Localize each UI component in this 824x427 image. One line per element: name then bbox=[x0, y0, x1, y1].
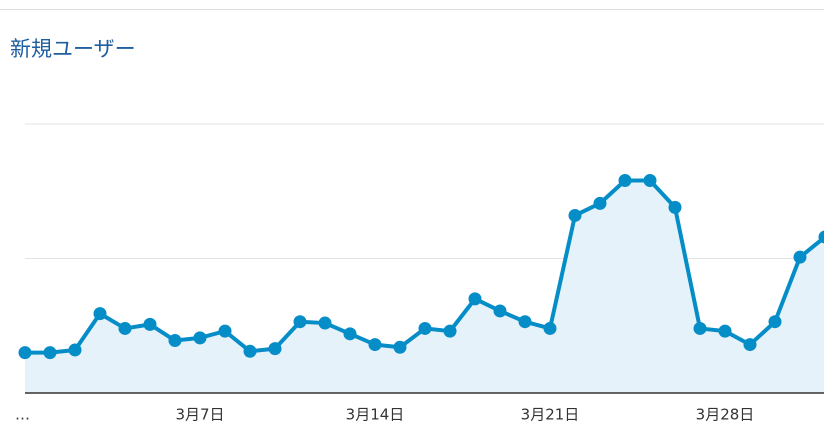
point bbox=[768, 315, 782, 329]
point bbox=[543, 321, 557, 335]
point bbox=[43, 346, 57, 360]
point bbox=[518, 315, 532, 329]
point bbox=[318, 316, 332, 330]
point bbox=[493, 304, 507, 318]
point bbox=[368, 338, 382, 352]
x-tick-label: 3月28日 bbox=[696, 406, 755, 424]
point bbox=[18, 346, 32, 360]
point bbox=[243, 344, 257, 358]
point bbox=[393, 340, 407, 354]
point bbox=[818, 230, 824, 244]
point bbox=[218, 324, 232, 338]
point bbox=[468, 292, 482, 306]
point bbox=[268, 342, 282, 356]
point bbox=[93, 307, 107, 321]
point bbox=[718, 324, 732, 338]
x-tick-label: 3月7日 bbox=[175, 406, 224, 424]
point bbox=[343, 327, 357, 341]
x-tick-label: 3月14日 bbox=[346, 406, 405, 424]
point bbox=[168, 334, 182, 348]
point bbox=[118, 321, 132, 335]
area bbox=[25, 180, 824, 393]
point bbox=[443, 324, 457, 338]
point bbox=[143, 317, 157, 331]
point bbox=[793, 250, 807, 264]
point bbox=[68, 343, 82, 357]
point bbox=[418, 321, 432, 335]
point bbox=[743, 338, 757, 352]
point bbox=[693, 321, 707, 335]
chart-title: 新規ユーザー bbox=[10, 37, 136, 61]
point bbox=[193, 331, 207, 345]
point bbox=[293, 315, 307, 329]
point bbox=[593, 196, 607, 210]
point bbox=[668, 200, 682, 214]
point bbox=[643, 173, 657, 187]
x-tick-label: 3月21日 bbox=[521, 406, 580, 424]
point bbox=[568, 208, 582, 222]
x-tick-label: … bbox=[15, 406, 30, 424]
point bbox=[618, 173, 632, 187]
